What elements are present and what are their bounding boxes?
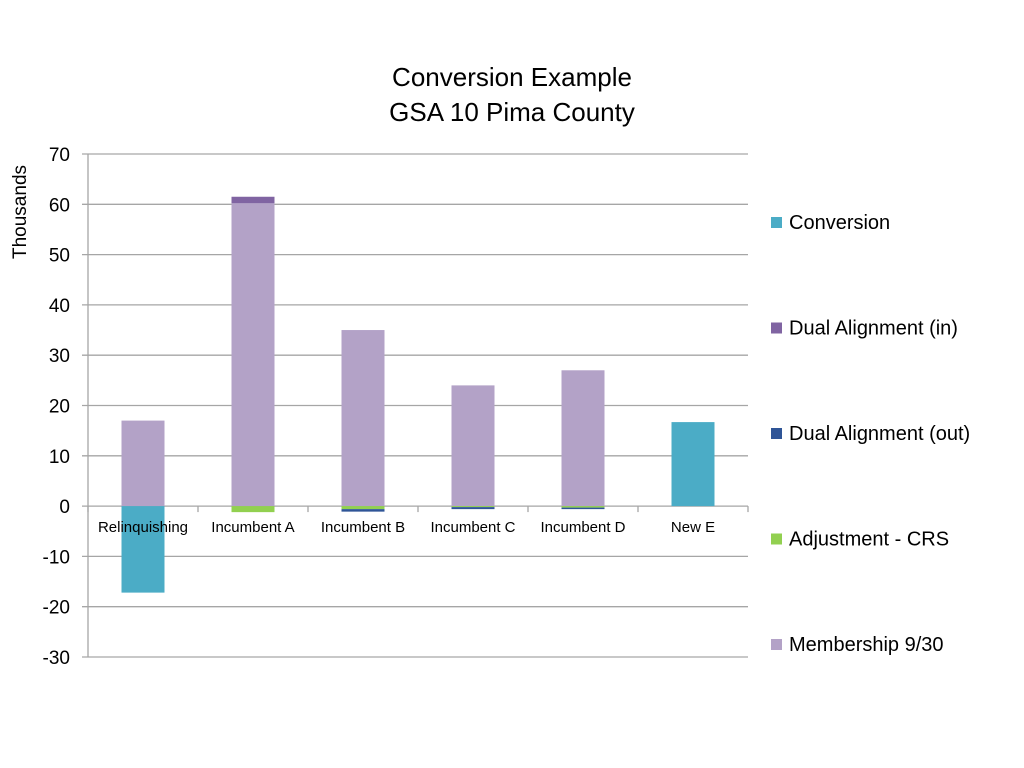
legend-swatch <box>771 322 782 334</box>
y-axis-label: Thousands <box>10 165 31 259</box>
chart-title-line-1: Conversion Example <box>392 62 632 92</box>
y-tick-label: 60 <box>49 195 70 216</box>
legend-label: Dual Alignment (in) <box>789 318 958 340</box>
bar-segment <box>451 385 495 507</box>
chart-title: Conversion Example GSA 10 Pima County <box>0 60 1024 130</box>
legend-label: Membership 9/30 <box>789 634 944 656</box>
x-category-label: Incumbent A <box>211 519 294 536</box>
legend-swatch <box>771 217 782 228</box>
legend-swatch <box>771 533 782 545</box>
bar-segment <box>561 506 605 508</box>
bar-segment <box>341 509 385 512</box>
legend-label: Adjustment - CRS <box>789 529 949 551</box>
bar-segment <box>341 506 385 510</box>
y-tick-label: 10 <box>49 447 70 468</box>
bar-segment <box>341 330 385 507</box>
x-category-label: Incumbent C <box>430 519 515 536</box>
legend-label: Conversion <box>789 212 890 234</box>
y-tick-label: -10 <box>43 547 70 568</box>
x-category-label: Incumbent D <box>540 519 625 536</box>
bar-segment <box>231 203 275 507</box>
y-tick-label: 0 <box>59 497 70 518</box>
legend-label: Dual Alignment (out) <box>789 423 970 445</box>
x-category-label: Relinquishing <box>98 519 188 536</box>
bar-segment <box>231 506 275 513</box>
y-tick-label: 40 <box>49 296 70 317</box>
bar-segment <box>561 507 605 510</box>
bar-segment <box>451 507 495 510</box>
legend-swatch <box>771 639 782 650</box>
y-tick-label: 20 <box>49 397 70 418</box>
x-category-label: Incumbent B <box>321 519 405 536</box>
y-tick-label: -20 <box>43 598 70 619</box>
bar-segment <box>231 196 275 204</box>
bar-segment <box>561 370 605 507</box>
y-tick-label: 50 <box>49 246 70 267</box>
y-tick-label: 70 <box>49 145 70 166</box>
y-tick-label: -30 <box>43 648 70 669</box>
chart-title-line-2: GSA 10 Pima County <box>389 97 635 127</box>
y-tick-label: 30 <box>49 346 70 367</box>
bar-segment <box>121 506 165 593</box>
x-category-label: New E <box>671 519 715 536</box>
bar-segment <box>451 506 495 508</box>
legend-swatch <box>771 428 782 439</box>
bar-segment <box>121 420 165 507</box>
bar-segment <box>671 422 715 507</box>
